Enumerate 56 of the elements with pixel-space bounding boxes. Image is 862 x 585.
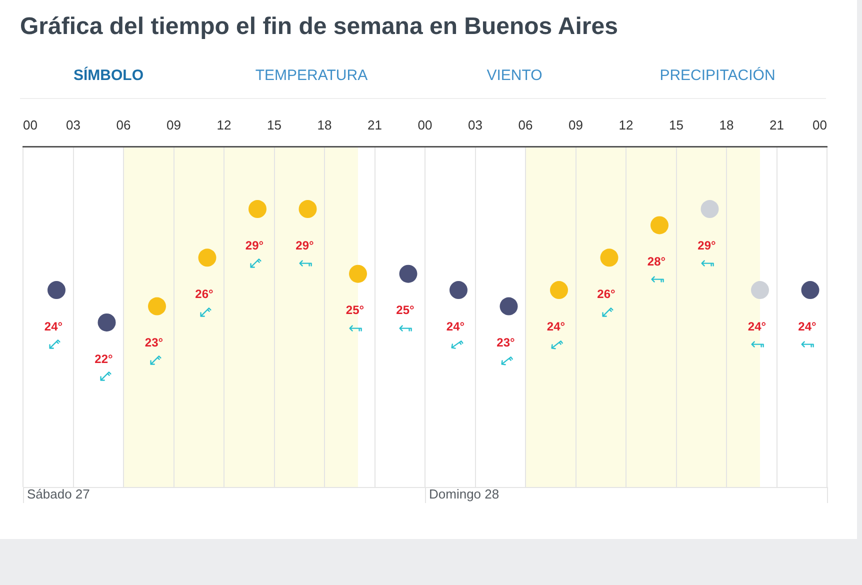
x-tick-label: 21 xyxy=(368,117,382,132)
point xyxy=(700,200,719,218)
point xyxy=(48,281,66,300)
data-label: 24° xyxy=(44,319,63,334)
data-label: 29° xyxy=(698,238,716,252)
data-label: 26° xyxy=(195,286,214,301)
x-tick-label: 15 xyxy=(267,117,282,132)
x-tick-label: 12 xyxy=(618,117,634,132)
data-label: 24° xyxy=(546,319,566,334)
data-label: 28° xyxy=(647,254,666,269)
point xyxy=(349,264,367,283)
data-label: 26° xyxy=(597,286,616,301)
point xyxy=(500,297,518,316)
point xyxy=(148,297,166,316)
point xyxy=(399,264,418,283)
point xyxy=(550,281,568,300)
x-tick-label: 18 xyxy=(317,117,332,132)
data-label: 29° xyxy=(296,238,314,252)
text: VIENTO xyxy=(486,67,542,84)
x-tick-label: 18 xyxy=(719,117,734,132)
data-label: 22° xyxy=(94,352,114,366)
data-label: 24° xyxy=(748,319,766,334)
chart-title: Gráfica del tiempo el fin de semana en Buenos Aires xyxy=(20,13,618,41)
x-tick-label: 09 xyxy=(166,117,181,132)
text: SÍMBOLO xyxy=(74,67,144,84)
point xyxy=(650,216,668,234)
x-tick-label: 03 xyxy=(468,117,482,132)
x-tick-label: 06 xyxy=(518,117,533,132)
data-label: 24° xyxy=(446,319,465,334)
point xyxy=(298,200,317,218)
point xyxy=(801,281,820,300)
point xyxy=(751,281,769,300)
data-label: 25° xyxy=(346,303,364,318)
data-label: 24° xyxy=(798,319,817,334)
data-label: 29° xyxy=(245,238,264,252)
point xyxy=(98,313,116,332)
data-label: 23° xyxy=(144,336,164,350)
x-tick-label: 03 xyxy=(66,117,80,132)
point xyxy=(248,200,266,218)
x-tick-label: 00 xyxy=(418,117,432,132)
text: Domingo 28 xyxy=(429,486,500,502)
text: TEMPERATURA xyxy=(255,67,368,84)
data-label: 23° xyxy=(496,336,516,350)
point xyxy=(198,248,216,267)
x-tick-label: 15 xyxy=(669,117,684,132)
text: Sábado 27 xyxy=(27,486,90,502)
data-label: 25° xyxy=(396,303,415,318)
x-tick-label: 06 xyxy=(116,117,131,132)
x-tick-label: 00 xyxy=(23,117,38,132)
x-tick-label: 12 xyxy=(216,117,232,132)
text: PRECIPITACIÓN xyxy=(660,67,776,84)
point xyxy=(450,281,468,300)
point xyxy=(600,248,618,267)
x-tick-label: 09 xyxy=(568,117,583,132)
x-tick-label: 21 xyxy=(770,117,784,132)
x-tick-label: 00 xyxy=(812,117,827,132)
